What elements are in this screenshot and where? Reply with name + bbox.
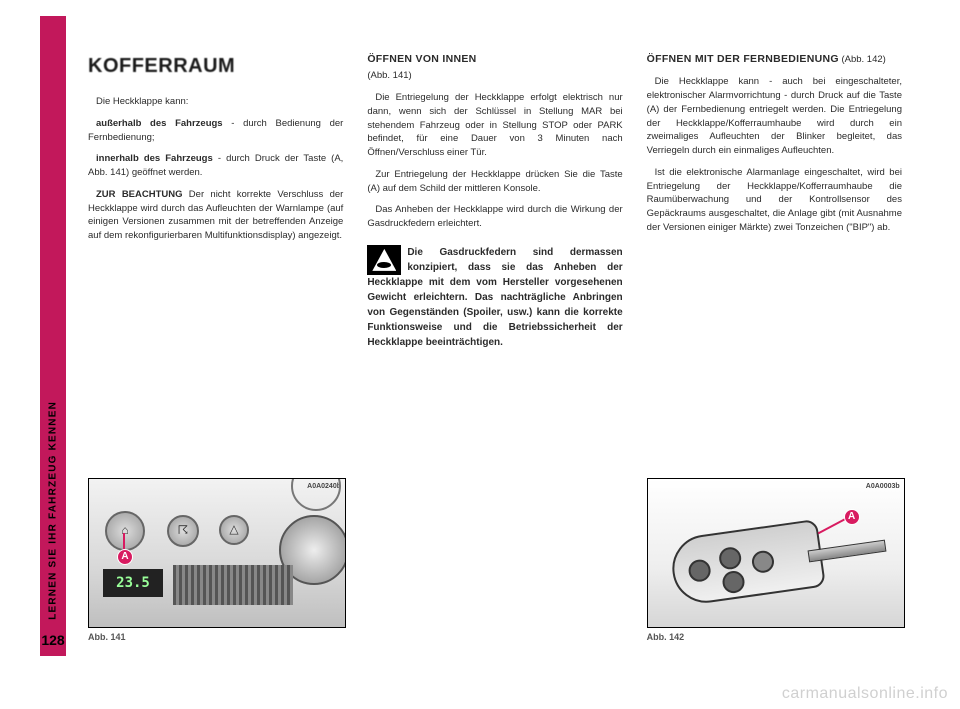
warning-text: Die Gasdruckfedern sind dermassen konzip…: [367, 247, 622, 348]
section-title: KOFFERRAUM: [88, 52, 343, 81]
key-button-icon: [750, 549, 775, 574]
hazard-button-icon: △: [219, 515, 249, 545]
callout-marker-a: A: [117, 549, 133, 565]
paragraph: ZUR BEACHTUNG Der nicht korrekte Verschl…: [88, 188, 343, 243]
manual-page: LERNEN SIE IHR FAHRZEUG KENNEN 128 KOFFE…: [40, 16, 920, 656]
column-2: ÖFFNEN VON INNEN (Abb. 141) Die Entriege…: [367, 52, 622, 644]
warning-icon: [367, 245, 401, 275]
page-number: 128: [38, 632, 68, 648]
callout-marker-a: A: [844, 509, 860, 525]
trunk-button-icon: ⌂: [105, 511, 145, 551]
paragraph: Das Anheben der Heckklappe wird durch di…: [367, 203, 622, 231]
warning-box: Die Gasdruckfedern sind dermassen konzip…: [367, 245, 622, 350]
figure-label: Abb. 141: [88, 631, 346, 644]
dial-icon: [291, 478, 341, 511]
foglight-button-icon: ☈: [167, 515, 199, 547]
paragraph: Die Entriegelung der Heckklappe erfolgt …: [367, 91, 622, 160]
heading-text: ÖFFNEN MIT DER FERNBEDIENUNG: [647, 53, 839, 65]
paragraph: Die Heckklappe kann:: [88, 95, 343, 109]
sidebar-tab: LERNEN SIE IHR FAHRZEUG KENNEN 128: [40, 16, 66, 656]
watermark: carmanualsonline.info: [782, 685, 948, 703]
figure-141: A0A0240b ⌂ ☈ △ 23.5 A Abb. 141: [88, 478, 346, 644]
column-3: ÖFFNEN MIT DER FERNBEDIENUNG (Abb. 142) …: [647, 52, 902, 644]
bold-text: ZUR BEACHTUNG: [96, 189, 183, 200]
heading-text: ÖFFNEN VON INNEN: [367, 53, 476, 65]
subsection-heading: ÖFFNEN MIT DER FERNBEDIENUNG (Abb. 142): [647, 52, 902, 67]
temp-display: 23.5: [103, 569, 163, 597]
figure-142: A0A0003b A Abb. 142: [647, 478, 905, 644]
figure-frame: A0A0003b A: [647, 478, 905, 628]
figure-frame: A0A0240b ⌂ ☈ △ 23.5 A: [88, 478, 346, 628]
page-content: KOFFERRAUM Die Heckklappe kann: außerhal…: [66, 16, 920, 656]
key-button-icon: [687, 558, 712, 583]
heading-ref: (Abb. 142): [839, 54, 886, 65]
key-button-icon: [721, 570, 746, 595]
heading-ref: (Abb. 141): [367, 69, 622, 83]
figure-label: Abb. 142: [647, 631, 905, 644]
bold-text: außerhalb des Fahrzeugs: [96, 118, 223, 129]
paragraph: Zur Entriegelung der Heckklappe drücken …: [367, 168, 622, 196]
dashboard-illustration: ⌂ ☈ △ 23.5 A: [89, 479, 345, 627]
figure-code: A0A0003b: [866, 482, 900, 492]
paragraph: Die Heckklappe kann - auch bei eingescha…: [647, 75, 902, 158]
subsection-heading: ÖFFNEN VON INNEN: [367, 52, 622, 67]
vent-grille-icon: [173, 565, 293, 605]
column-1: KOFFERRAUM Die Heckklappe kann: außerhal…: [88, 52, 343, 644]
sidebar-label: LERNEN SIE IHR FAHRZEUG KENNEN: [48, 401, 59, 620]
paragraph: innerhalb des Fahrzeugs - durch Druck de…: [88, 152, 343, 180]
bold-text: innerhalb des Fahrzeugs: [96, 153, 213, 164]
paragraph: Ist die elektronische Alarmanlage einges…: [647, 166, 902, 235]
key-fob-icon: [668, 519, 826, 607]
paragraph: außerhalb des Fahrzeugs - durch Bedienun…: [88, 117, 343, 145]
key-button-icon: [717, 546, 742, 571]
